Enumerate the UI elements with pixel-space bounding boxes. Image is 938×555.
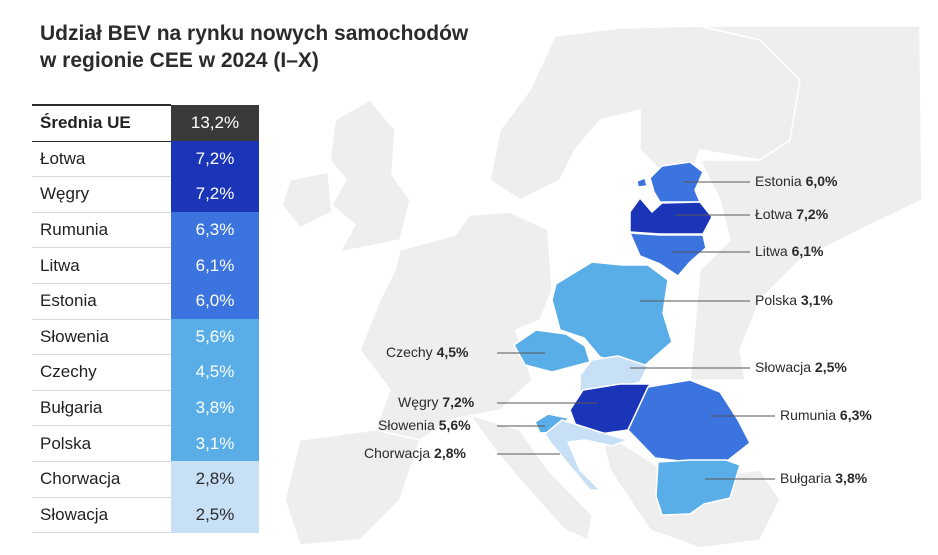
table-row: Estonia 6,0% (32, 283, 259, 320)
label-name: Estonia (755, 173, 802, 189)
cee-countries (513, 161, 751, 516)
label-name: Polska (755, 292, 798, 308)
map-label-bulgaria: Bułgaria 3,8% (780, 470, 867, 486)
base-west-europe (359, 211, 553, 441)
row-value: 4,5% (171, 354, 259, 391)
row-value: 2,5% (171, 497, 259, 533)
base-italy (468, 413, 593, 542)
table-row: Węgry 7,2% (32, 176, 259, 213)
label-name: Czechy (386, 344, 433, 360)
map-label-hungary: Węgry 7,2% (398, 394, 474, 410)
table-row: Rumunia 6,3% (32, 212, 259, 249)
map-label-estonia: Estonia 6,0% (755, 173, 838, 189)
country-lithuania (629, 232, 707, 277)
label-value: 6,3% (839, 407, 872, 423)
map-label-romania: Rumunia 6,3% (780, 407, 872, 423)
row-value: 6,0% (171, 283, 259, 320)
map-label-slovakia: Słowacja 2,5% (755, 359, 847, 375)
map-label-czechia: Czechy 4,5% (386, 344, 469, 360)
label-value: 3,1% (800, 292, 833, 308)
leader-lines (497, 181, 775, 480)
label-value: 5,6% (438, 417, 471, 433)
label-value: 6,0% (805, 173, 838, 189)
row-value: 7,2% (171, 141, 259, 177)
table-row: Słowacja 2,5% (32, 497, 259, 534)
row-name: Polska (32, 425, 171, 462)
map-label-slovenia: Słowenia 5,6% (378, 417, 471, 433)
row-name: Węgry (32, 176, 171, 213)
row-name: Estonia (32, 283, 171, 320)
title-line-1: Udział BEV na rynku nowych samochodów (40, 22, 469, 45)
label-value: 6,1% (791, 243, 824, 259)
row-value: 5,6% (171, 319, 259, 355)
row-name: Litwa (32, 247, 171, 284)
country-latvia (629, 197, 713, 235)
label-value: 2,8% (434, 445, 466, 461)
row-name: Słowacja (32, 497, 171, 534)
table-row-eu-average: Średnia UE 13,2% (32, 103, 259, 142)
row-value: 7,2% (171, 176, 259, 213)
table-body: Średnia UE 13,2% Łotwa 7,2% Węgry 7,2% Rumun… (32, 103, 259, 534)
row-name: Słowenia (32, 319, 171, 356)
table-row: Czechy 4,5% (32, 354, 259, 391)
row-name: Średnia UE (32, 103, 171, 142)
label-name: Litwa (755, 243, 788, 259)
row-name: Czechy (32, 354, 171, 391)
label-value: 2,5% (814, 359, 847, 375)
label-name: Słowenia (378, 417, 435, 433)
row-name: Łotwa (32, 141, 171, 178)
table-row: Chorwacja 2,8% (32, 461, 259, 498)
label-name: Rumunia (780, 407, 837, 423)
country-estonia-island (636, 177, 648, 188)
map-label-poland: Polska 3,1% (755, 292, 833, 308)
country-croatia (544, 419, 629, 491)
table-row: Słowenia 5,6% (32, 319, 259, 356)
row-value: 6,1% (171, 247, 259, 284)
country-czechia (513, 329, 591, 373)
row-value: 3,1% (171, 425, 259, 462)
label-name: Węgry (398, 394, 439, 410)
title-line-2: w regionie CEE w 2024 (I–X) (40, 49, 319, 72)
row-value: 3,8% (171, 390, 259, 426)
base-iberia (284, 429, 421, 546)
label-value: 4,5% (436, 344, 469, 360)
map-label-croatia: Chorwacja 2,8% (364, 445, 466, 461)
label-name: Bułgaria (780, 470, 832, 486)
country-romania (627, 379, 751, 466)
base-ireland (281, 171, 333, 229)
row-name: Chorwacja (32, 461, 171, 498)
country-bulgaria (655, 459, 741, 516)
table-row: Łotwa 7,2% (32, 141, 259, 178)
row-value: 2,8% (171, 461, 259, 498)
row-value: 6,3% (171, 212, 259, 248)
map-label-lithuania: Litwa 6,1% (755, 243, 824, 259)
table-row: Polska 3,1% (32, 425, 259, 462)
map-label-latvia: Łotwa 7,2% (755, 206, 828, 222)
label-name: Słowacja (755, 359, 812, 375)
country-poland (551, 261, 673, 369)
label-value: 7,2% (442, 394, 475, 410)
table-row: Bułgaria 3,8% (32, 390, 259, 427)
label-value: 3,8% (835, 470, 868, 486)
base-finland-russia (689, 25, 923, 381)
bev-share-table: Średnia UE 13,2% Łotwa 7,2% Węgry 7,2% Rumun… (32, 103, 259, 534)
row-name: Rumunia (32, 212, 171, 249)
table-row: Litwa 6,1% (32, 247, 259, 284)
chart-title: Udział BEV na rynku nowych samochodów w … (40, 20, 468, 74)
label-name: Łotwa (755, 206, 793, 222)
row-name: Bułgaria (32, 390, 171, 427)
country-estonia (649, 161, 704, 203)
base-uk (329, 99, 411, 254)
label-value: 7,2% (796, 206, 829, 222)
label-name: Chorwacja (364, 445, 431, 461)
row-value: 13,2% (171, 105, 259, 142)
base-map (281, 25, 923, 549)
